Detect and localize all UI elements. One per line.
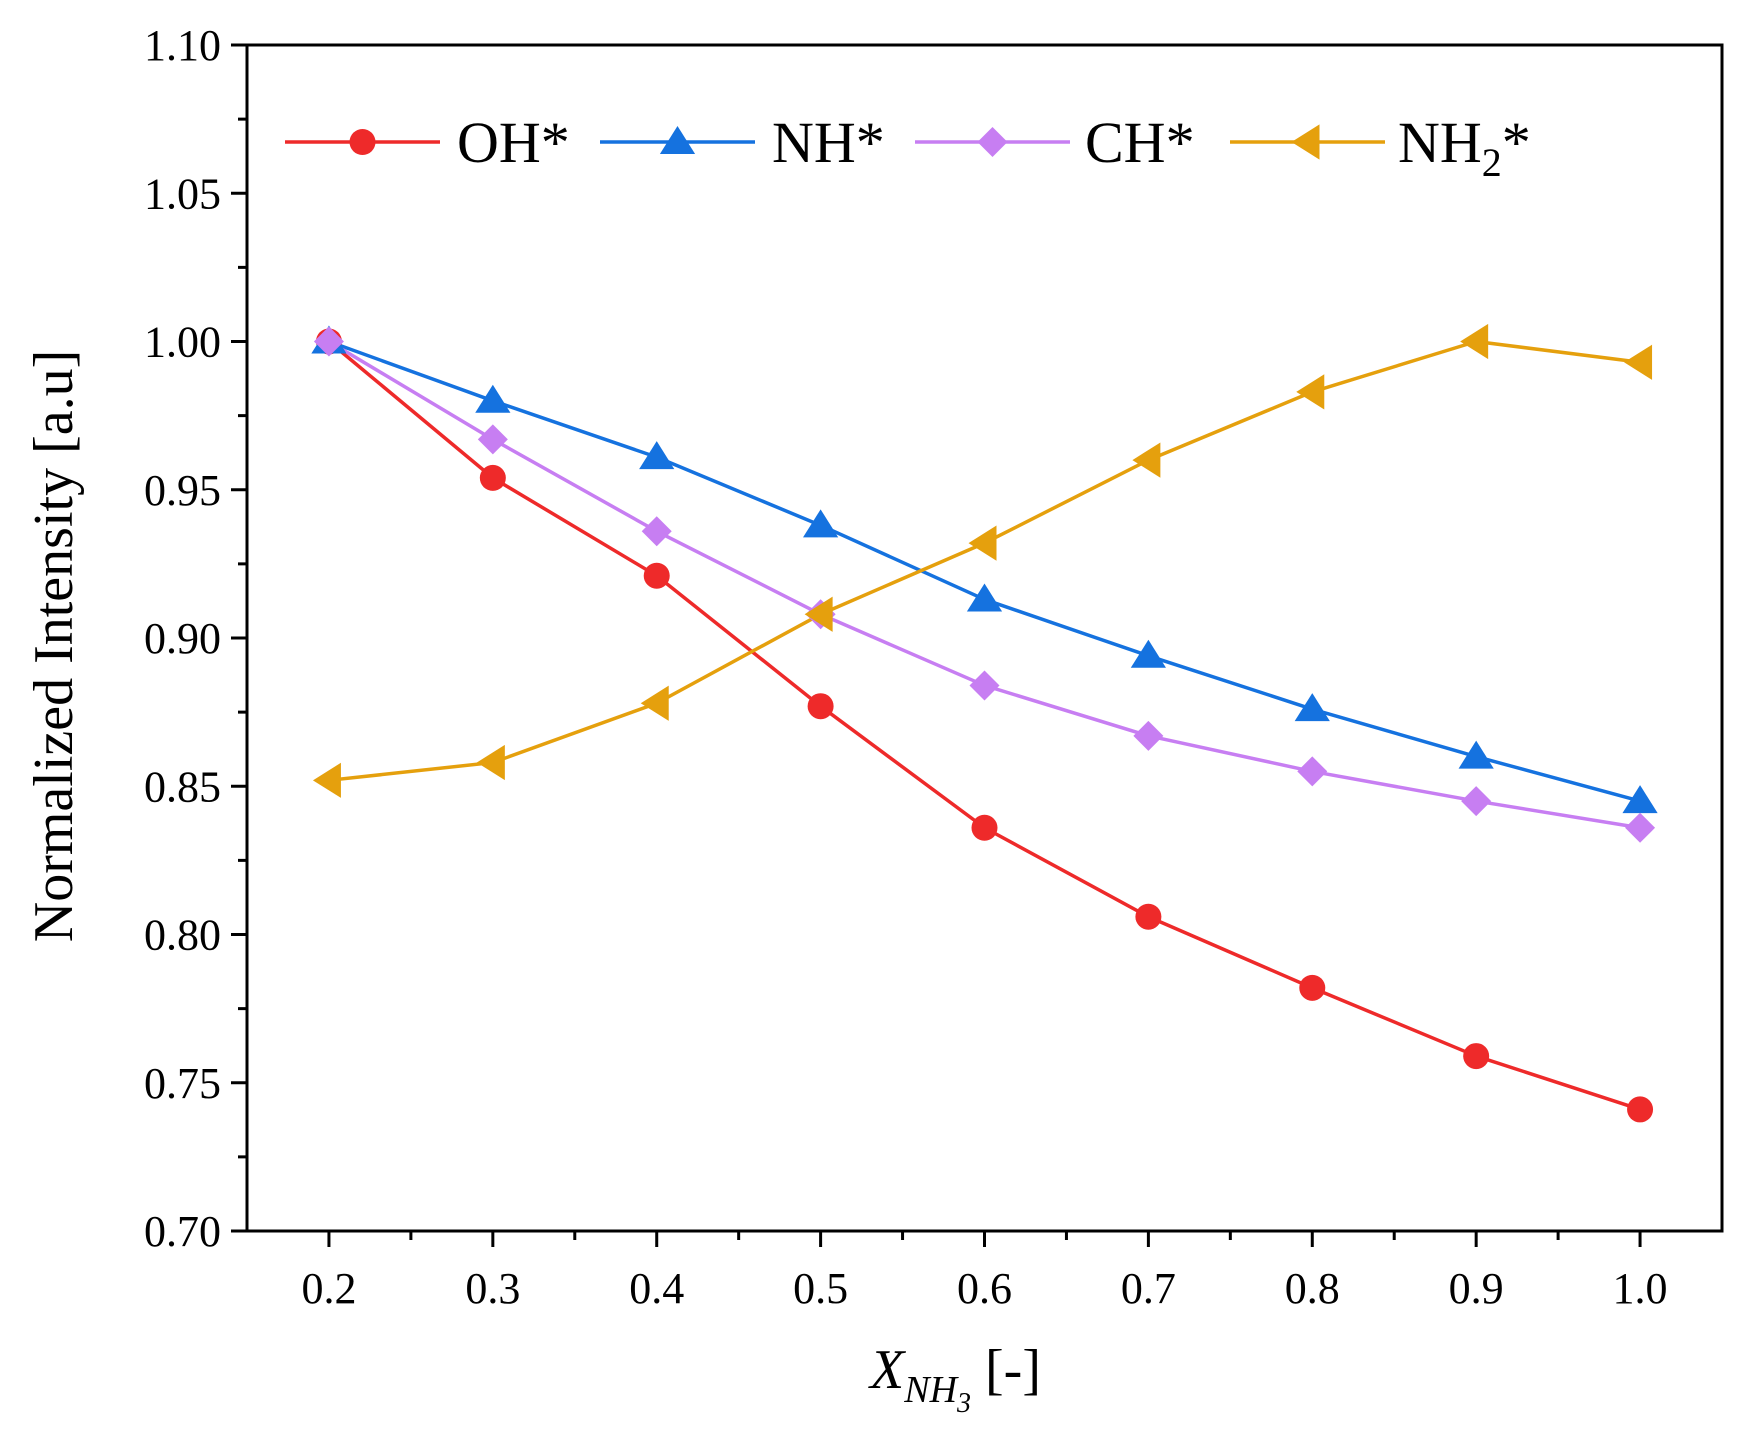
legend-marker-ch <box>977 127 1008 157</box>
data-point-nh2-2 <box>640 685 669 721</box>
y-tick-label: 1.05 <box>144 169 221 218</box>
data-point-nh-6 <box>1294 693 1330 722</box>
legend-label-ch: CH* <box>1085 110 1195 175</box>
x-tick-label: 0.4 <box>629 1264 684 1313</box>
data-point-ch-2 <box>641 516 672 547</box>
data-point-oh-7 <box>1463 1043 1490 1070</box>
data-point-ch-7 <box>1461 786 1492 817</box>
legend-marker-nh2 <box>1291 124 1320 160</box>
data-point-nh-8 <box>1622 785 1658 814</box>
data-point-nh2-5 <box>1132 442 1161 478</box>
data-point-oh-1 <box>479 464 506 491</box>
y-tick-label: 0.85 <box>144 762 221 811</box>
x-tick-label: 0.7 <box>1121 1264 1176 1313</box>
y-tick-label: 0.70 <box>144 1207 221 1256</box>
y-tick-label: 0.80 <box>144 911 221 960</box>
data-point-nh2-0 <box>312 762 341 798</box>
axes: 0.70 0.75 0.80 0.85 0.90 0.95 1.00 1.05 1.10 0.2 0… <box>144 21 1724 1313</box>
y-tick-label: 0.95 <box>144 466 221 515</box>
x-tick-label: 0.8 <box>1285 1264 1340 1313</box>
x-tick-label: 0.3 <box>465 1264 520 1313</box>
y-tick-label: 1.00 <box>144 318 221 367</box>
x-tick-label: 0.6 <box>957 1264 1012 1313</box>
series-markers <box>311 323 1658 1123</box>
data-point-oh-4 <box>971 814 998 841</box>
data-point-nh-4 <box>966 583 1003 612</box>
data-point-oh-5 <box>1135 903 1162 930</box>
data-point-nh-2 <box>639 441 675 470</box>
y-axis-title: Normalized Intensity [a.u] <box>23 350 85 942</box>
y-tick-label: 1.10 <box>144 21 221 70</box>
y-tick-label: 0.90 <box>144 614 221 663</box>
x-tick-label: 0.2 <box>301 1264 356 1313</box>
data-point-nh2-8 <box>1624 344 1653 380</box>
data-point-nh2-3 <box>804 596 833 632</box>
data-point-oh-3 <box>807 693 834 720</box>
x-tick-label: 1.0 <box>1613 1264 1668 1313</box>
legend-label-nh: NH* <box>772 110 885 175</box>
legend-label-oh: OH* <box>457 110 570 175</box>
data-point-nh2-6 <box>1296 374 1325 410</box>
legend-label-nh2: NH2* <box>1398 110 1531 185</box>
data-point-ch-8 <box>1625 812 1656 843</box>
data-point-ch-5 <box>1133 720 1164 751</box>
legend: OH* NH* CH* NH2* <box>285 110 1531 185</box>
data-point-nh2-4 <box>968 525 997 561</box>
data-point-ch-1 <box>477 424 508 455</box>
data-point-ch-4 <box>969 670 1000 701</box>
data-point-nh2-7 <box>1460 323 1489 360</box>
data-point-oh-8 <box>1627 1096 1654 1123</box>
x-tick-label: 0.5 <box>793 1264 848 1313</box>
data-point-nh2-1 <box>476 744 505 781</box>
data-point-oh-2 <box>643 562 670 589</box>
axis-titles: Normalized Intensity [a.u] XNH3[-] <box>23 350 1041 1419</box>
data-point-ch-6 <box>1297 756 1328 787</box>
legend-marker-oh <box>349 129 376 155</box>
x-axis-title: XNH3[-] <box>868 1339 1041 1419</box>
data-point-nh-5 <box>1130 639 1166 668</box>
data-point-nh-3 <box>803 509 839 538</box>
x-tick-label: 0.9 <box>1449 1264 1504 1313</box>
y-tick-label: 0.75 <box>144 1059 221 1108</box>
data-point-nh-1 <box>475 384 511 413</box>
data-point-oh-6 <box>1299 974 1326 1001</box>
data-point-ch-0 <box>313 326 344 357</box>
legend-marker-nh <box>659 126 696 154</box>
data-point-nh-7 <box>1458 740 1494 769</box>
